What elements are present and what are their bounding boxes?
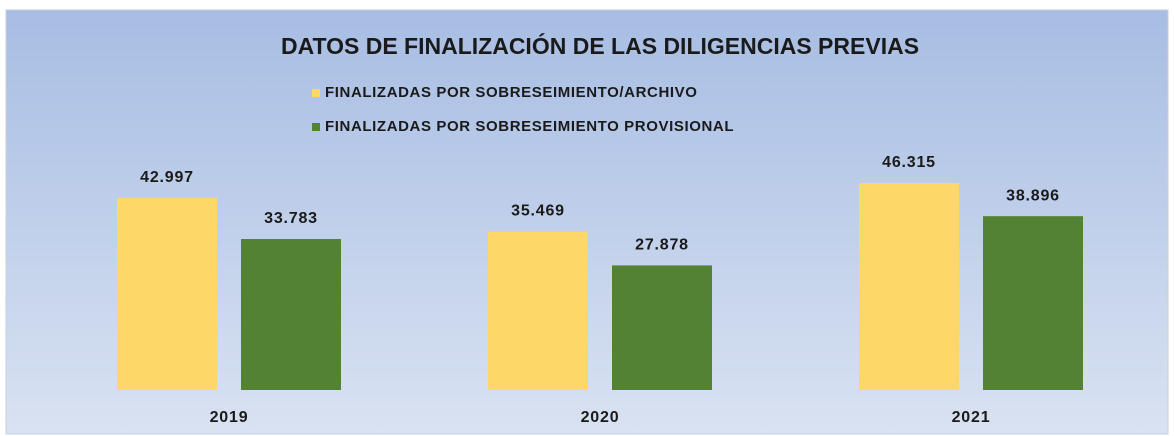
- bar: [241, 239, 341, 390]
- bar: [859, 183, 959, 390]
- data-label: 35.469: [511, 203, 565, 220]
- legend-label: FINALIZADAS POR SOBRESEIMIENTO/ARCHIVO: [325, 84, 698, 101]
- data-label: 42.997: [140, 169, 194, 186]
- data-label: 27.878: [635, 237, 689, 254]
- x-tick-label: 2020: [581, 409, 620, 426]
- x-tick-label: 2021: [952, 409, 991, 426]
- legend-marker: [312, 89, 320, 97]
- legend-label: FINALIZADAS POR SOBRESEIMIENTO PROVISION…: [325, 118, 734, 135]
- legend-marker: [312, 123, 320, 131]
- bar: [983, 216, 1083, 390]
- bar: [612, 265, 712, 390]
- chart-title: DATOS DE FINALIZACIÓN DE LAS DILIGENCIAS…: [281, 32, 919, 59]
- x-tick-label: 2019: [210, 409, 249, 426]
- data-label: 33.783: [264, 210, 318, 227]
- data-label: 38.896: [1006, 187, 1060, 204]
- bar: [488, 231, 588, 390]
- bar: [117, 197, 217, 390]
- data-label: 46.315: [882, 154, 936, 171]
